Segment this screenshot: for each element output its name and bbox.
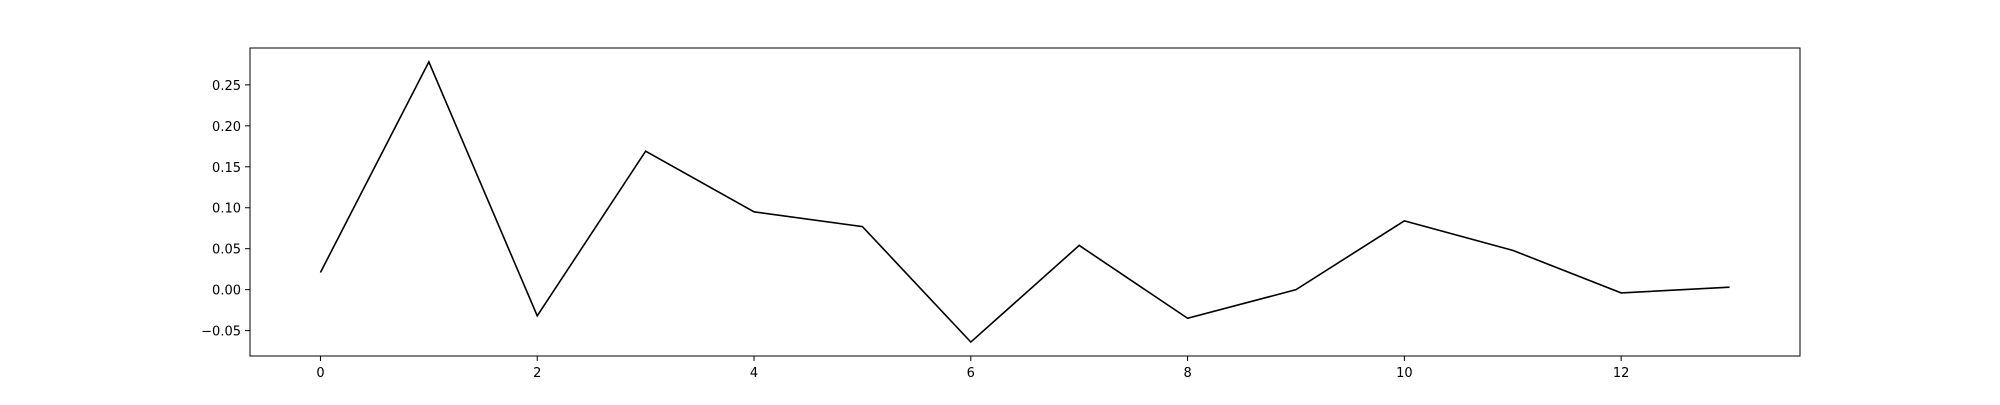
x-tick-label: 4 (750, 366, 758, 381)
plot-area: 0 2 4 6 8 10 12 −0.05 0.00 0.05 0.10 0.15 0.20 0.25 (201, 47, 1801, 381)
series-line-0 (319, 60, 1730, 344)
axes-frame (249, 47, 1801, 357)
x-tick-label: 6 (967, 366, 975, 381)
y-tick-label: 0.05 (212, 243, 241, 258)
y-tick-label: 0.20 (212, 120, 241, 135)
y-tick-label: 0.15 (212, 161, 241, 176)
y-tick-label: 0.10 (212, 202, 241, 217)
x-tick-label: 2 (533, 366, 541, 381)
x-tick-label: 10 (1396, 366, 1413, 381)
y-tick-label: 0.00 (212, 284, 241, 299)
y-tick-label: 0.25 (212, 79, 241, 94)
x-tick-label: 0 (316, 366, 324, 381)
x-tick-label: 12 (1613, 366, 1630, 381)
y-tick-label: −0.05 (201, 325, 241, 340)
x-tick-label: 8 (1183, 366, 1191, 381)
